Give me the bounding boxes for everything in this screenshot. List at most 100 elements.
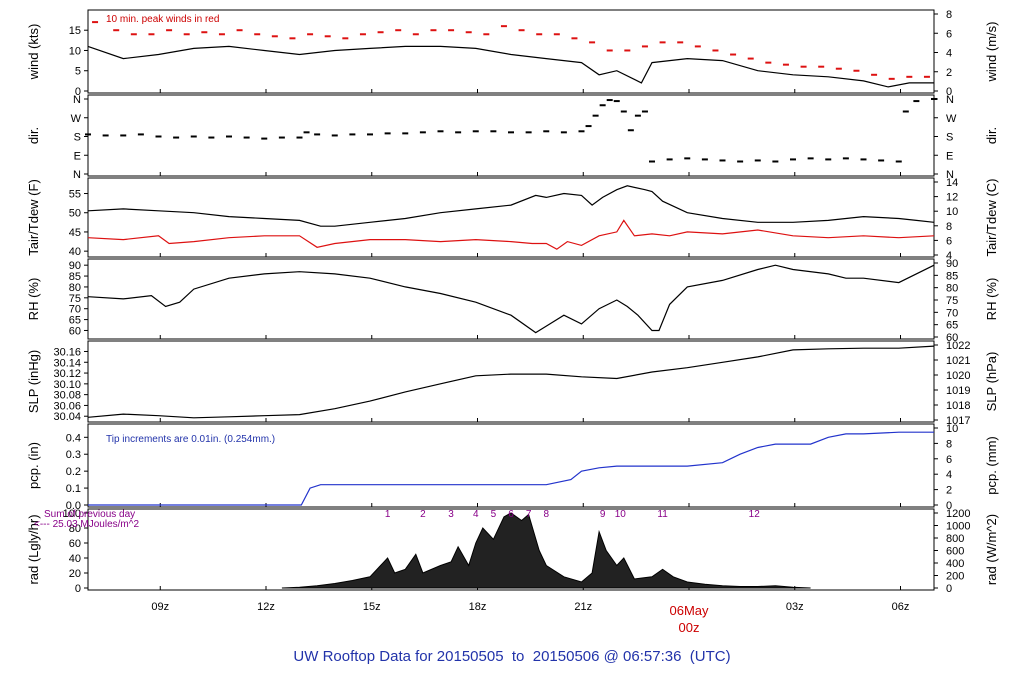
right-axis-label-temp: Tair/Tdew (C) <box>984 178 999 256</box>
right-tick-label-slp: 1022 <box>946 340 970 352</box>
right-axis-label-pcp: pcp. (mm) <box>984 436 999 495</box>
left-tick-label-slp: 30.04 <box>53 411 81 423</box>
right-tick-label-rh: 65 <box>946 320 958 332</box>
right-tick-label-temp: 12 <box>946 192 958 204</box>
left-tick-label-dir: E <box>74 150 81 162</box>
hour-marker-rad: 11 <box>657 509 668 520</box>
left-axis-label-wind: wind (kts) <box>26 24 41 81</box>
right-tick-label-temp: 8 <box>946 221 952 233</box>
right-axis-label-slp: SLP (hPa) <box>984 352 999 412</box>
hour-marker-rad: 2 <box>420 509 426 520</box>
panel-frame-rad <box>87 508 935 591</box>
series-line-pcp-0 <box>88 431 934 506</box>
left-tick-label-slp: 30.14 <box>53 357 81 369</box>
hour-marker-rad: 7 <box>526 509 532 520</box>
x-tick-label: 18z <box>469 601 487 613</box>
left-tick-label-rad: 100 <box>63 508 81 520</box>
left-tick-label-wind: 0 <box>75 86 81 98</box>
left-axis-label-slp: SLP (inHg) <box>26 350 41 413</box>
x-tick-label: 09z <box>151 601 169 613</box>
right-tick-label-rad: 1200 <box>946 508 970 520</box>
right-tick-label-dir: E <box>946 150 953 162</box>
left-axis-label-temp: Tair/Tdew (F) <box>26 179 41 256</box>
left-tick-label-rad: 80 <box>69 523 81 535</box>
left-tick-label-rh: 70 <box>69 304 81 316</box>
left-tick-label-dir: W <box>71 113 82 125</box>
right-tick-label-dir: S <box>946 132 953 144</box>
right-tick-label-slp: 1018 <box>946 400 970 412</box>
left-tick-label-temp: 40 <box>69 246 81 258</box>
right-tick-label-rad: 400 <box>946 558 964 570</box>
right-tick-label-rad: 200 <box>946 571 964 583</box>
left-tick-label-pcp: 0.1 <box>66 483 81 495</box>
right-tick-label-rad: 0 <box>946 583 952 595</box>
hour-marker-rad: 4 <box>473 509 479 520</box>
hour-marker-rad: 9 <box>600 509 606 520</box>
right-tick-label-rh: 80 <box>946 283 958 295</box>
left-axis-label-rh: RH (%) <box>26 278 41 321</box>
right-tick-label-rh: 75 <box>946 295 958 307</box>
right-tick-label-rh: 60 <box>946 332 958 344</box>
x-tick-label: 03z <box>786 601 804 613</box>
right-tick-label-pcp: 4 <box>946 469 952 481</box>
left-tick-label-rh: 65 <box>69 315 81 327</box>
date-label: 06May <box>669 603 709 618</box>
right-tick-label-slp: 1021 <box>946 355 970 367</box>
panel-frame-temp <box>87 177 935 258</box>
annotation-line-rad: Sum of previous day <box>44 509 135 520</box>
x-tick-label: 06z <box>892 601 910 613</box>
left-tick-label-rh: 85 <box>69 271 81 283</box>
left-tick-label-slp: 30.16 <box>53 346 81 358</box>
right-axis-label-rh: RH (%) <box>984 278 999 321</box>
left-tick-label-slp: 30.06 <box>53 400 81 412</box>
annotation-wind: 10 min. peak winds in red <box>106 14 219 25</box>
hour-marker-rad: 12 <box>749 509 761 520</box>
x-tick-label: 00z <box>679 620 700 635</box>
series-line-temp-1 <box>87 219 935 250</box>
hour-marker-rad: 6 <box>508 509 514 520</box>
right-tick-label-wind: 4 <box>946 48 952 60</box>
right-axis-label-rad: rad (W/m^2) <box>984 514 999 585</box>
left-tick-label-rad: 60 <box>69 538 81 550</box>
left-axis-label-pcp: pcp. (in) <box>26 442 41 489</box>
right-tick-label-rh: 85 <box>946 270 958 282</box>
panel-frame-slp <box>87 340 935 423</box>
panel-frame-rh <box>87 258 935 340</box>
left-tick-label-rh: 90 <box>69 260 81 272</box>
right-tick-label-rh: 90 <box>946 258 958 270</box>
annotation-line-rad: <--- 25.03 MJoules/m^2 <box>34 519 139 530</box>
x-tick-label: 12z <box>257 601 275 613</box>
right-tick-label-rad: 600 <box>946 546 964 558</box>
left-tick-label-rad: 40 <box>69 553 81 565</box>
right-tick-label-pcp: 10 <box>946 423 958 435</box>
right-tick-label-dir: N <box>946 94 954 106</box>
left-tick-label-dir: N <box>73 169 81 181</box>
x-tick-label: 15z <box>363 601 381 613</box>
right-tick-label-wind: 6 <box>946 28 952 40</box>
x-tick-label: 21z <box>574 601 592 613</box>
right-tick-label-rad: 1000 <box>946 521 970 533</box>
left-tick-label-rh: 80 <box>69 282 81 294</box>
left-tick-label-dir: S <box>74 132 81 144</box>
right-tick-label-wind: 0 <box>946 86 952 98</box>
left-tick-label-pcp: 0.0 <box>66 500 81 512</box>
right-tick-label-slp: 1019 <box>946 385 970 397</box>
right-axis-label-wind: wind (m/s) <box>984 22 999 83</box>
right-tick-label-rad: 800 <box>946 533 964 545</box>
left-tick-label-pcp: 0.4 <box>66 432 81 444</box>
hour-marker-rad: 5 <box>491 509 497 520</box>
left-tick-label-slp: 30.10 <box>53 379 81 391</box>
left-tick-label-temp: 50 <box>69 208 81 220</box>
chart-title: UW Rooftop Data for 20150505 to 20150506… <box>293 648 731 665</box>
hour-marker-rad: 3 <box>448 509 454 520</box>
right-tick-label-temp: 4 <box>946 250 952 262</box>
right-tick-label-pcp: 8 <box>946 438 952 450</box>
left-tick-label-slp: 30.12 <box>53 368 81 380</box>
left-tick-label-rad: 20 <box>69 568 81 580</box>
left-tick-label-wind: 5 <box>75 66 81 78</box>
left-tick-label-slp: 30.08 <box>53 390 81 402</box>
right-tick-label-slp: 1020 <box>946 370 970 382</box>
series-line-rh-0 <box>87 264 935 334</box>
